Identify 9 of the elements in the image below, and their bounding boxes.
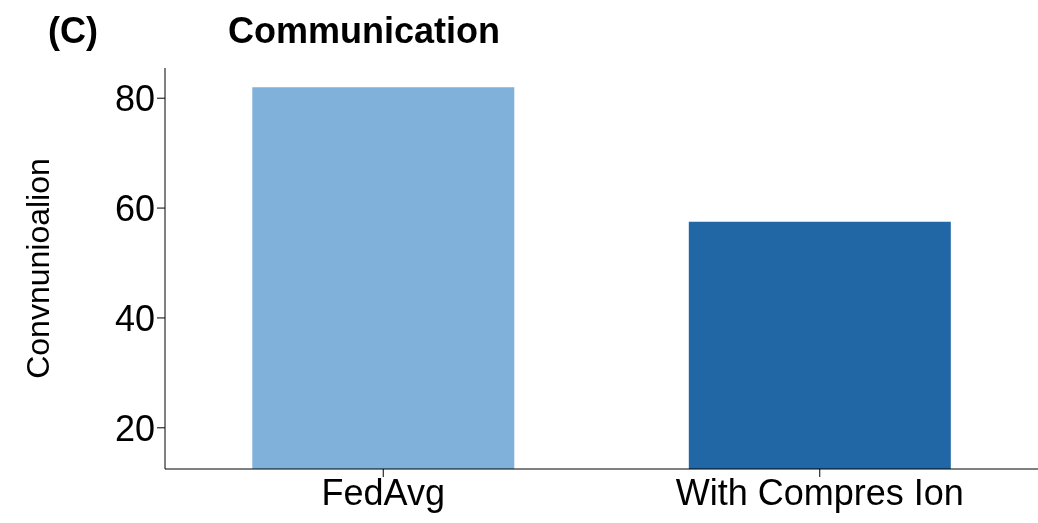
y-tick-label: 20 (114, 407, 155, 449)
text: (C) (48, 10, 98, 52)
y-axis-title: Convnunioalion (20, 158, 57, 379)
y-tick-label: 80 (114, 77, 155, 119)
chart-title: Communication (228, 10, 501, 52)
x-tick-label: With Compres Ion (675, 471, 964, 513)
x-tick-label: FedAvg (321, 471, 445, 513)
y-tick-label: 40 (114, 297, 155, 339)
y-tick-label: 60 (114, 187, 155, 229)
